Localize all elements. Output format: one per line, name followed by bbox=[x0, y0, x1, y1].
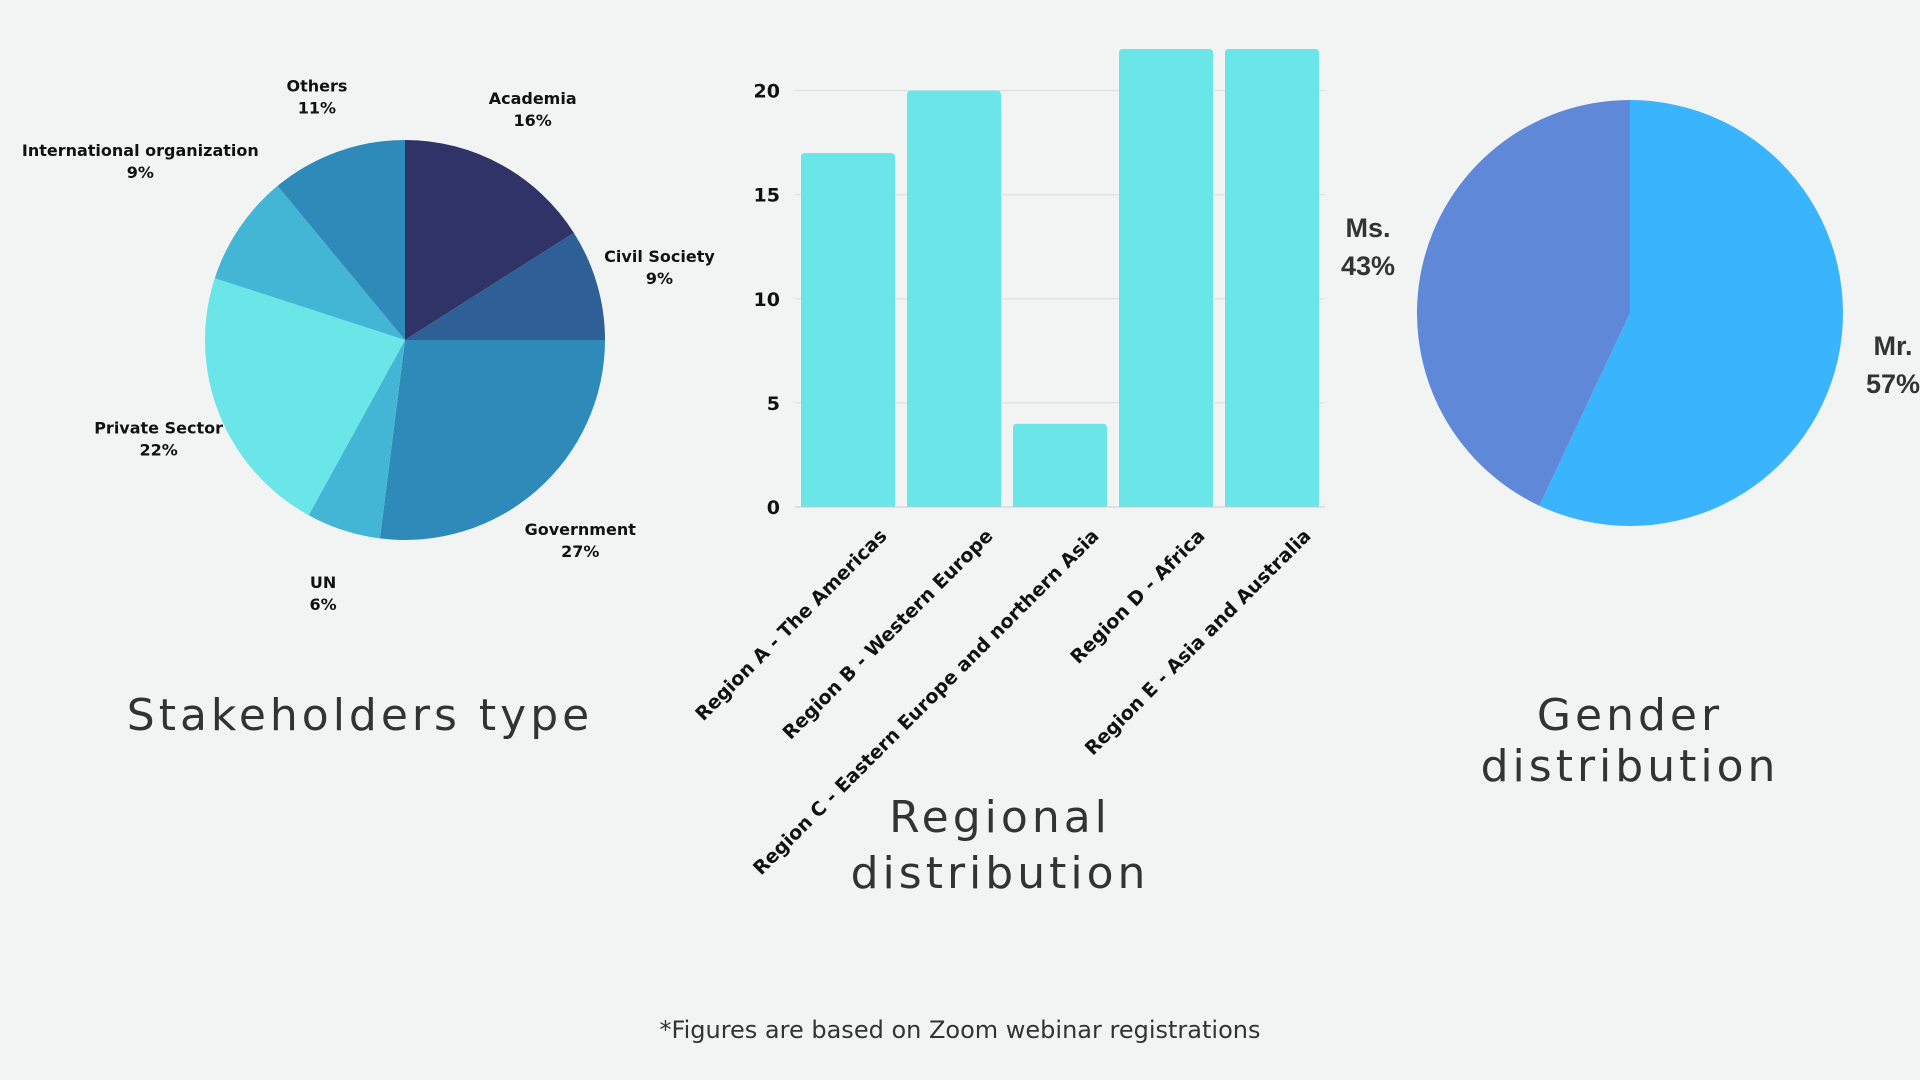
pie-value-others: 11% bbox=[298, 98, 336, 117]
pie-slice-government bbox=[379, 340, 605, 540]
pie-label-civil-society: Civil Society bbox=[604, 247, 715, 266]
gender-title: Gender distribution bbox=[1480, 690, 1780, 792]
pie-value-un: 6% bbox=[310, 595, 337, 614]
bar-region-c-eastern-europe-and-northern-asia bbox=[1013, 423, 1107, 507]
gender-value-mr: 57% bbox=[1866, 369, 1920, 399]
pie-value-civil-society: 9% bbox=[646, 269, 673, 288]
gender-value-ms: 43% bbox=[1341, 251, 1395, 281]
pie-value-academia: 16% bbox=[514, 111, 552, 130]
bar-region-d-africa bbox=[1119, 49, 1213, 507]
bar-region-b-western-europe bbox=[907, 90, 1001, 508]
gender-label-ms: Ms. bbox=[1345, 213, 1390, 243]
pie-slice-civil-society bbox=[405, 232, 605, 340]
pie-slice-mr bbox=[1539, 100, 1843, 526]
pie-label-private-sector: Private Sector bbox=[94, 419, 223, 438]
pie-label-un: UN bbox=[310, 573, 336, 592]
pie-value-government: 27% bbox=[561, 542, 599, 561]
pie-slice-academia bbox=[405, 140, 574, 340]
pie-label-international-organization: International organization bbox=[22, 141, 259, 160]
x-tick-label: Region A - The Americas bbox=[691, 525, 891, 725]
y-tick-label: 0 bbox=[767, 497, 780, 519]
pie-slice-un bbox=[308, 340, 405, 539]
stakeholders-title: Stakeholders type bbox=[126, 690, 594, 741]
pie-value-international-organization: 9% bbox=[127, 163, 154, 182]
y-tick-label: 5 bbox=[767, 393, 780, 415]
y-tick-label: 20 bbox=[754, 81, 780, 103]
stakeholders-pie-chart: Academia 16% Civil Society 9% Government 27% U… bbox=[22, 76, 715, 614]
x-tick-label: Region E - Asia and Australia bbox=[1081, 525, 1316, 760]
pie-slice-private-sector bbox=[205, 278, 405, 516]
x-tick-label: Region B - Western Europe bbox=[778, 525, 997, 744]
pie-label-others: Others bbox=[286, 76, 347, 95]
y-tick-label: 15 bbox=[754, 185, 780, 207]
pie-slice-international-organization bbox=[214, 185, 405, 340]
footnote: *Figures are based on Zoom webinar regis… bbox=[659, 1016, 1261, 1044]
pie-label-government: Government bbox=[525, 520, 637, 539]
regional-title: Regional distribution bbox=[850, 792, 1150, 899]
pie-value-private-sector: 22% bbox=[139, 441, 177, 460]
y-tick-label: 10 bbox=[754, 289, 780, 311]
gender-pie-chart: Mr. 57% Ms. 43% bbox=[1341, 100, 1920, 526]
pie-slice-ms bbox=[1417, 100, 1630, 506]
bar-region-a-the-americas bbox=[801, 153, 895, 507]
pie-label-academia: Academia bbox=[489, 89, 577, 108]
pie-slice-others bbox=[277, 140, 405, 340]
gender-label-mr: Mr. bbox=[1873, 331, 1912, 361]
bar-region-e-asia-and-australia bbox=[1225, 49, 1319, 507]
